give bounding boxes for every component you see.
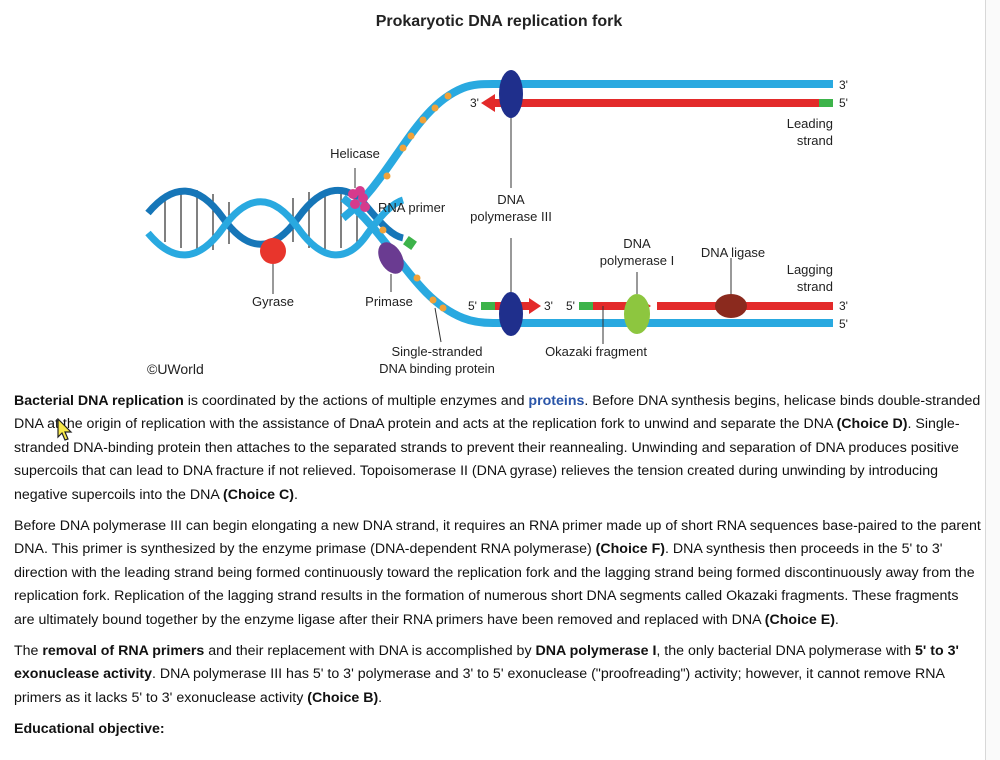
leading-primer — [819, 99, 833, 107]
choice-c-ref: (Choice C) — [223, 486, 294, 503]
text-run: , the only bacterial DNA polymerase with — [656, 643, 916, 660]
proteins-link[interactable]: proteins — [528, 393, 585, 409]
label-okazaki: Okazaki fragment — [545, 344, 647, 359]
text-run: . — [293, 486, 298, 503]
text-run: . DNA synthesis then proceeds in the 5' … — [14, 541, 975, 628]
paragraph-1: Bacterial DNA replication is coordinated… — [14, 390, 982, 507]
paragraph-2: Before DNA polymerase III can begin elon… — [14, 515, 982, 632]
prime-label-lagging-5b: 5' — [566, 299, 575, 313]
label-dna-pol3-2: polymerase III — [470, 209, 552, 224]
educational-objective-heading: Educational objective: — [14, 721, 165, 738]
helicase — [348, 186, 370, 212]
leading-strand-arrowhead — [481, 94, 495, 112]
choice-f-ref: (Choice F) — [595, 541, 666, 558]
prime-label-top-5: 5' — [839, 96, 848, 110]
text-run: The — [14, 643, 43, 660]
dna-ligase — [715, 294, 747, 318]
lagging-primer-2 — [579, 302, 593, 310]
label-lagging-2: strand — [797, 279, 833, 294]
label-lagging-1: Lagging — [787, 262, 833, 277]
explanation-text: Bacterial DNA replication is coordinated… — [14, 390, 982, 750]
term-exonuclease-activity: 5' to 3' exonuclease activity — [14, 643, 959, 683]
prime-label-top-3: 3' — [839, 78, 848, 92]
prime-label-leading-3: 3' — [470, 96, 479, 110]
rna-primer-piece — [403, 236, 417, 250]
choice-b-ref: (Choice B) — [307, 689, 379, 706]
mouse-pointer-icon — [57, 417, 73, 447]
label-leading-2: strand — [797, 133, 833, 148]
label-dna-pol1-1: DNA — [623, 236, 651, 251]
label-ssb-1: Single-stranded — [391, 344, 482, 359]
bottom-template-strand — [340, 194, 833, 327]
term-bacterial-dna-replication: Bacterial DNA replication — [14, 393, 184, 409]
text-run: . Before DNA synthesis begins, helicase … — [14, 393, 981, 433]
scrollbar[interactable] — [985, 0, 1000, 760]
text-run: Before DNA polymerase III can begin elon… — [14, 518, 981, 558]
ssb-proteins — [379, 92, 452, 312]
label-dna-pol1-2: polymerase I — [600, 253, 674, 268]
label-helicase: Helicase — [330, 146, 380, 161]
dna-polymerase-iii-top — [499, 70, 523, 118]
term-dna-polymerase-i: DNA polymerase I — [535, 643, 657, 660]
text-run: . — [378, 689, 383, 706]
text-run: . — [834, 611, 839, 628]
gyrase — [260, 238, 286, 264]
paragraph-3: The removal of RNA primers and their rep… — [14, 640, 982, 710]
label-gyrase: Gyrase — [252, 294, 294, 309]
choice-e-ref: (Choice E) — [764, 611, 835, 628]
label-dna-pol3-1: DNA — [497, 192, 525, 207]
label-primase: Primase — [365, 294, 413, 309]
label-rna-primer: RNA primer — [378, 200, 446, 215]
text-run: is coordinated by the actions of multipl… — [183, 393, 529, 409]
text-run: and their replacement with DNA is accomp… — [204, 643, 536, 660]
text-run: . Single-stranded DNA-binding protein th… — [14, 416, 960, 503]
label-ssb-2: DNA binding protein — [379, 361, 495, 376]
figure-copyright: ©UWorld — [147, 361, 204, 377]
dna-polymerase-iii-bottom — [499, 292, 523, 336]
replication-fork-diagram: Prokaryotic DNA replication fork — [145, 13, 848, 377]
text-run: . DNA polymerase III has 5' to 3' polyme… — [14, 666, 945, 706]
term-removal-rna-primers: removal of RNA primers — [42, 643, 205, 660]
lagging-primer-1 — [481, 302, 495, 310]
choice-d-ref: (Choice D) — [836, 416, 908, 433]
figure-title: Prokaryotic DNA replication fork — [376, 13, 623, 30]
lagging-fragment-1-arrowhead — [529, 298, 541, 314]
prime-label-lagging-3a: 3' — [544, 299, 553, 313]
dna-polymerase-i — [624, 294, 650, 334]
prime-label-lagging-5a: 5' — [468, 299, 477, 313]
prime-label-bottom-5: 5' — [839, 317, 848, 331]
prime-label-bottom-3: 3' — [839, 299, 848, 313]
label-dna-ligase: DNA ligase — [701, 245, 765, 260]
replication-fork-figure: Prokaryotic DNA replication fork — [143, 8, 856, 380]
label-leading-1: Leading — [787, 116, 833, 131]
primase — [378, 242, 404, 274]
